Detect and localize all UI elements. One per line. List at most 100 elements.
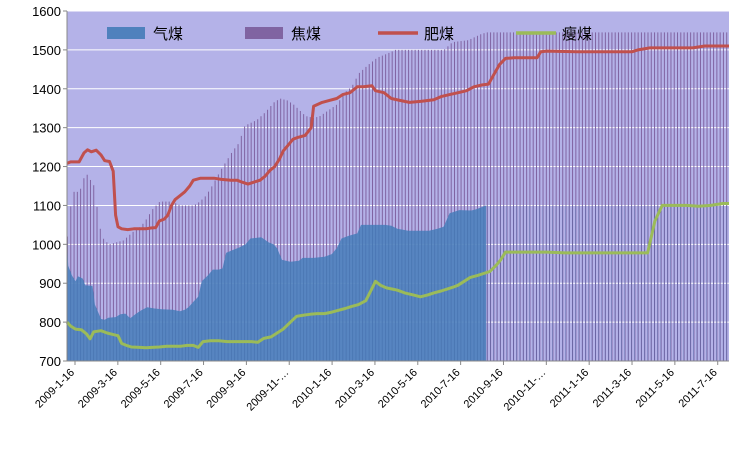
- gas-coal-stripe: [316, 257, 317, 361]
- gas-coal-stripe: [703, 205, 704, 361]
- gas-coal-stripe: [444, 225, 445, 361]
- x-tick-label: 2010-3-16: [333, 367, 377, 411]
- gas-coal-stripe: [670, 205, 672, 361]
- gas-coal-stripe: [490, 205, 491, 361]
- gas-coal-stripe: [529, 205, 531, 361]
- gas-coal-stripe: [306, 257, 308, 361]
- gas-coal-stripe: [460, 210, 462, 361]
- gas-coal-stripe: [372, 224, 373, 361]
- gas-coal-stripe: [686, 205, 688, 361]
- coking-coal-bar: [493, 32, 495, 362]
- coking-coal-bar: [244, 126, 246, 361]
- gas-coal-stripe: [591, 205, 593, 361]
- coking-coal-bar: [411, 49, 413, 362]
- gas-coal-stripe: [286, 260, 288, 361]
- coking-coal-bar: [673, 32, 675, 362]
- coking-coal-bar: [80, 188, 82, 361]
- coking-coal-bar: [680, 32, 682, 362]
- coking-coal-bar: [529, 32, 531, 362]
- gas-coal-stripe: [267, 241, 268, 361]
- gas-coal-stripe: [657, 205, 658, 361]
- gas-coal-stripe: [568, 205, 570, 361]
- coking-coal-bar: [519, 32, 521, 362]
- y-tick-label: 1600: [32, 4, 61, 19]
- x-tick-label: 2009-11-…: [245, 367, 292, 414]
- gas-coal-stripe: [578, 205, 580, 361]
- gas-coal-stripe: [624, 205, 626, 361]
- gas-coal-stripe: [155, 308, 157, 361]
- gas-coal-stripe: [227, 252, 229, 361]
- gas-coal-stripe: [244, 245, 245, 361]
- gas-coal-stripe: [381, 224, 383, 361]
- coking-coal-bar: [342, 95, 344, 361]
- gas-coal-stripe: [162, 309, 163, 361]
- coking-coal-bar: [358, 72, 360, 361]
- coking-coal-bar: [660, 32, 662, 362]
- coking-coal-bar: [129, 234, 131, 361]
- gas-coal-stripe: [188, 307, 189, 361]
- coking-coal-bar: [699, 32, 701, 362]
- coking-coal-bar: [693, 32, 695, 362]
- coking-coal-bar: [467, 40, 469, 361]
- gas-coal-stripe: [329, 254, 330, 361]
- coking-coal-bar: [709, 32, 711, 362]
- gas-coal-stripe: [89, 285, 91, 361]
- coking-coal-bar: [535, 32, 537, 362]
- legend-label: 焦煤: [291, 25, 321, 43]
- coking-coal-bar: [473, 37, 475, 361]
- x-tick-label: 2009-1-16: [33, 367, 77, 411]
- coking-coal-bar: [496, 32, 498, 362]
- coking-coal-bar: [378, 56, 380, 361]
- coking-coal-bar: [112, 243, 114, 361]
- gas-coal-stripe: [726, 205, 727, 361]
- y-tick-label: 1500: [32, 43, 61, 58]
- coking-coal-bar: [421, 49, 423, 362]
- gas-coal-stripe: [109, 317, 111, 361]
- gas-coal-stripe: [486, 205, 488, 361]
- y-tick-label: 1300: [32, 121, 61, 136]
- x-tick-label: 2009-7-16: [162, 367, 206, 411]
- gas-coal-stripe: [388, 225, 390, 361]
- gas-coal-stripe: [80, 277, 81, 361]
- gas-coal-stripe: [76, 278, 78, 361]
- gas-coal-stripe: [283, 260, 285, 361]
- coking-coal-bar: [667, 32, 669, 362]
- coking-coal-bar: [352, 84, 354, 362]
- coking-coal-bar: [447, 46, 449, 361]
- coking-coal-bar: [345, 91, 347, 361]
- gas-coal-stripe: [673, 205, 675, 361]
- x-tick-label: 2010-11-…: [502, 367, 549, 414]
- gas-coal-stripe: [398, 228, 399, 361]
- gas-coal-stripe: [342, 238, 344, 361]
- coking-coal-bar: [634, 32, 636, 362]
- coking-coal-bar: [627, 32, 629, 362]
- coking-coal-bar: [283, 99, 285, 361]
- gas-coal-stripe: [503, 205, 504, 361]
- gas-coal-stripe: [224, 260, 226, 361]
- coking-coal-bar: [168, 201, 170, 361]
- coking-coal-bar: [552, 32, 554, 362]
- gas-coal-stripe: [253, 238, 255, 361]
- gas-coal-stripe: [706, 205, 708, 361]
- gas-coal-stripe: [519, 205, 521, 361]
- coking-coal-bar: [513, 32, 515, 362]
- coking-coal-bar: [444, 49, 446, 361]
- gas-coal-stripe: [535, 205, 537, 361]
- gas-coal-stripe: [280, 255, 281, 361]
- coking-coal-bar: [142, 223, 144, 361]
- coking-coal-bar: [427, 49, 429, 362]
- gas-coal-stripe: [158, 308, 160, 361]
- coking-coal-bar: [506, 32, 508, 362]
- gas-coal-stripe: [132, 316, 134, 361]
- coking-coal-bar: [276, 100, 278, 361]
- coking-coal-bar: [303, 114, 305, 361]
- gas-coal-stripe: [690, 205, 691, 361]
- coking-coal-bar: [650, 32, 652, 362]
- gas-coal-stripe: [260, 237, 262, 361]
- coking-coal-bar: [372, 61, 374, 361]
- coking-coal-bar: [568, 32, 570, 362]
- gas-coal-stripe: [145, 308, 147, 361]
- coking-coal-bar: [162, 201, 164, 361]
- coking-coal-bar: [286, 100, 288, 361]
